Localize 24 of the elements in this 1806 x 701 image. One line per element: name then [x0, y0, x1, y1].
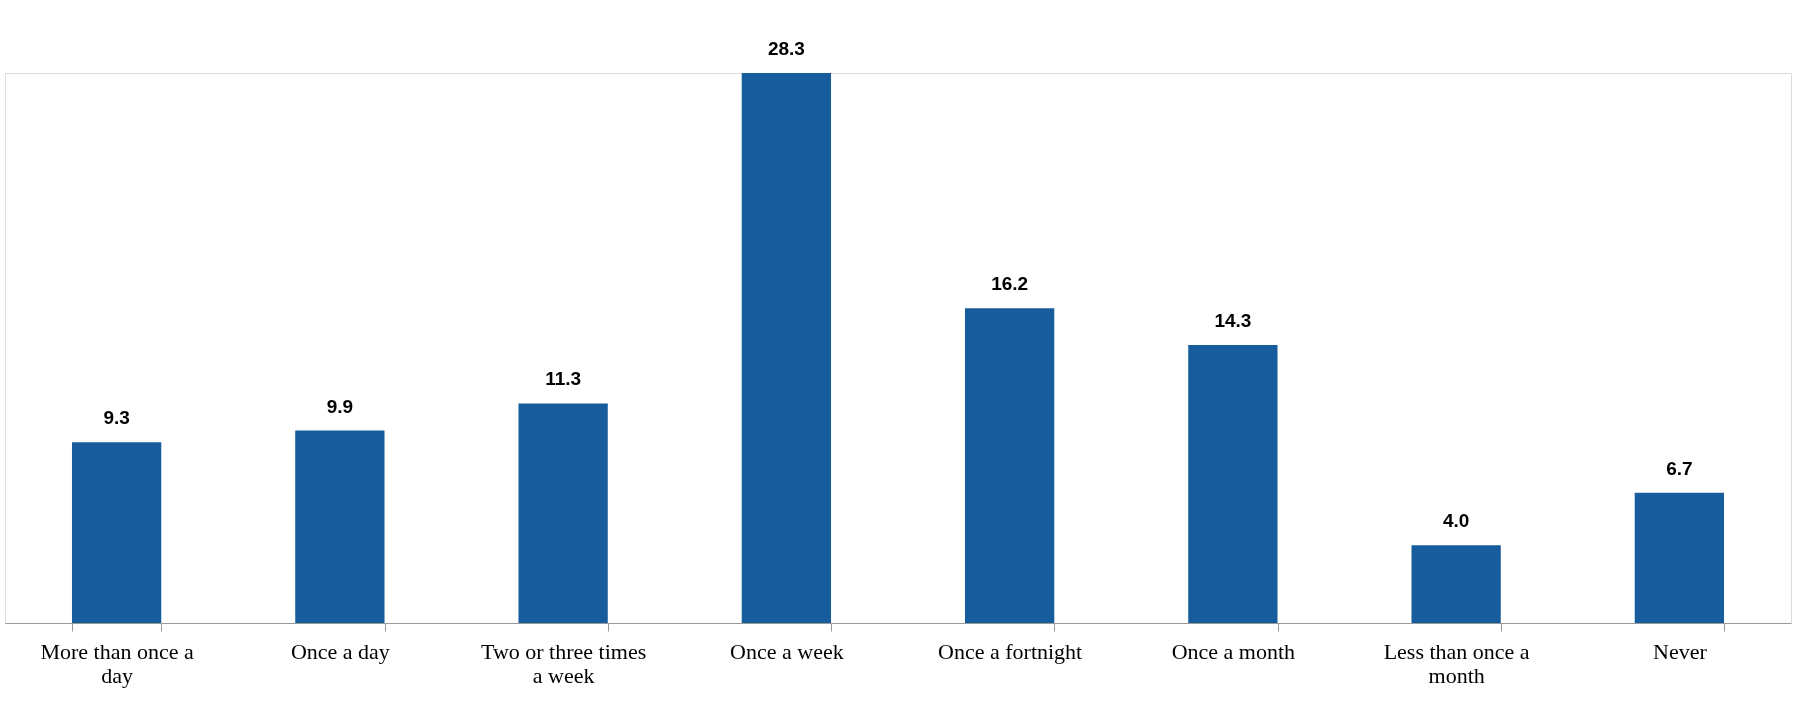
data-label: 6.7 [1666, 457, 1693, 479]
x-tick-label: Never [1653, 638, 1708, 664]
data-label: 11.3 [545, 368, 582, 390]
data-label: 28.3 [767, 38, 805, 59]
bar [1188, 345, 1278, 623]
bar [518, 403, 608, 623]
data-label: 9.9 [326, 395, 354, 417]
bar [741, 73, 832, 623]
data-label: 16.2 [991, 273, 1029, 295]
x-tick-label: Once a month [1171, 638, 1296, 664]
bar [1634, 492, 1725, 623]
data-label: 4.0 [1442, 510, 1470, 532]
bar [1411, 545, 1501, 623]
x-tick-label: Once a week [730, 638, 844, 664]
bar [964, 308, 1055, 623]
x-tick-label: Less than once a month [1383, 638, 1530, 688]
x-tick-label: Two or three times a week [481, 638, 647, 688]
x-tick-label: More than once a day [40, 638, 195, 688]
bar [71, 442, 162, 623]
data-label: 9.3 [103, 407, 130, 429]
bar [295, 430, 385, 623]
x-tick-label: Once a day [290, 638, 390, 664]
x-tick-label: Once a fortnight [938, 638, 1083, 664]
data-label: 14.3 [1214, 310, 1252, 332]
